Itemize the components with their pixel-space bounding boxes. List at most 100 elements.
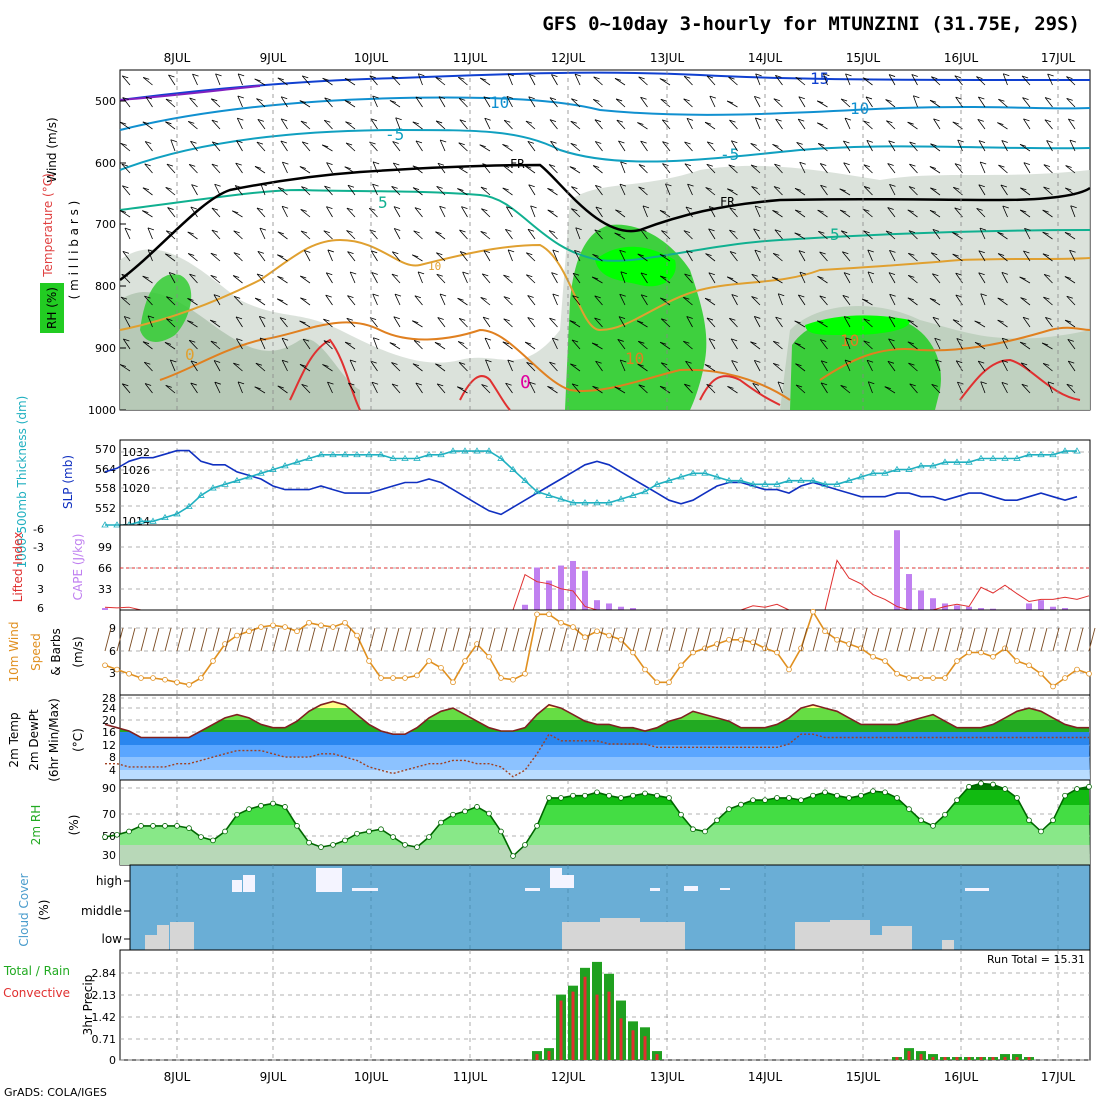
rh2m-marker-80 bbox=[1062, 792, 1068, 799]
cloud-high-block-9 bbox=[720, 888, 730, 890]
upper-barb-flag-23-9 bbox=[640, 272, 648, 276]
precip-conv-bar-41 bbox=[595, 994, 599, 1060]
upper-barb-flag-32-0 bbox=[845, 73, 852, 77]
upper-barb-21-8 bbox=[592, 254, 603, 262]
upper-barb-11-13 bbox=[370, 360, 378, 372]
upper-barb-flag-19-4 bbox=[548, 164, 556, 167]
wind10-barb-5 bbox=[164, 627, 172, 652]
thickness-marker-45 bbox=[641, 487, 649, 495]
upper-barb-flag-40-3 bbox=[1019, 143, 1027, 147]
upper-barb-flag-32-13 bbox=[844, 359, 852, 363]
upper-barb-flag-28-14 bbox=[752, 383, 759, 386]
upper-barb-8-1 bbox=[299, 100, 311, 108]
upper-barb-32-6 bbox=[839, 209, 851, 218]
rh2m-marker-66 bbox=[894, 795, 900, 801]
thickness-marker-17 bbox=[305, 454, 313, 461]
upper-barb-flag-36-12 bbox=[934, 337, 941, 341]
wind10-barb-72 bbox=[968, 627, 976, 652]
upper-barb-flag-33-11 bbox=[863, 318, 870, 322]
upper-barb-flag-19-8 bbox=[552, 249, 559, 253]
upper-barb-flag-20-12 bbox=[571, 339, 579, 343]
upper-barb-flag-14-2 bbox=[435, 120, 443, 124]
upper-barb-4-5 bbox=[214, 184, 221, 196]
upper-barb-37-14 bbox=[957, 381, 963, 394]
upper-barb-40-8 bbox=[1023, 250, 1031, 262]
upper-barb-1-14 bbox=[144, 383, 153, 394]
cape-tick-1: 66 bbox=[98, 562, 112, 575]
wind10-marker-22 bbox=[366, 658, 372, 664]
wind10-marker-20 bbox=[342, 619, 348, 626]
upper-barb-flag-8-1 bbox=[299, 100, 306, 104]
upper-barb-flag-20-14 bbox=[572, 383, 579, 387]
rh2m-marker-42 bbox=[606, 792, 612, 799]
upper-barb-21-12 bbox=[591, 342, 603, 350]
rh-legend-box bbox=[40, 283, 64, 333]
upper-barb-flag-29-0 bbox=[775, 74, 782, 78]
upper-barb-flag-42-4 bbox=[1065, 165, 1072, 168]
upper-barb-flag-0-11 bbox=[124, 316, 131, 319]
wind10-barb-56 bbox=[776, 627, 784, 652]
upper-barb-flag-1-4 bbox=[144, 163, 151, 167]
label-zero-b: 0 bbox=[520, 372, 531, 393]
rh2m-marker-3 bbox=[138, 823, 144, 829]
upper-barb-flag-16-9 bbox=[482, 273, 489, 277]
wind10-marker-33 bbox=[498, 675, 504, 681]
upper-barb-5-4 bbox=[235, 162, 243, 174]
wind10-marker-11 bbox=[234, 632, 240, 639]
upper-barb-flag-12-14 bbox=[391, 383, 399, 387]
upper-barb-26-2 bbox=[704, 121, 716, 130]
upper-barb-10-11 bbox=[346, 317, 356, 328]
t2m-tick-3: 16 bbox=[102, 726, 116, 739]
upper-barb-flag-39-11 bbox=[997, 319, 1004, 323]
upper-barb-flag-9-2 bbox=[324, 119, 331, 123]
upper-barb-37-3 bbox=[957, 139, 963, 152]
wind10-barb-40 bbox=[584, 627, 592, 652]
upper-barb-flag-37-5 bbox=[953, 186, 960, 190]
rh2m-marker-58 bbox=[798, 797, 804, 803]
rh2m-marker-43 bbox=[618, 795, 624, 801]
upper-barb-flag-1-7 bbox=[147, 227, 155, 231]
upper-barb-flag-11-14 bbox=[371, 381, 379, 385]
cape-bar-66 bbox=[894, 530, 900, 610]
upper-barb-flag-30-3 bbox=[796, 142, 803, 145]
upper-barb-flag-13-3 bbox=[415, 140, 423, 144]
precip-conv-bar-42 bbox=[607, 991, 611, 1060]
upper-barb-15-9 bbox=[462, 271, 468, 284]
thickness-marker-29 bbox=[449, 447, 457, 454]
upper-barb-flag-16-13 bbox=[485, 359, 492, 363]
upper-barb-flag-41-7 bbox=[1042, 231, 1049, 235]
upper-barb-flag-41-10 bbox=[1043, 296, 1050, 300]
upper-barb-flag-6-13 bbox=[255, 362, 263, 366]
upper-barb-flag-28-0 bbox=[755, 73, 762, 77]
upper-barb-flag-39-5 bbox=[1000, 184, 1008, 188]
upper-barb-flag-35-6 bbox=[907, 209, 914, 213]
rh2m-marker-63 bbox=[858, 792, 864, 799]
upper-barb-flag-26-6 bbox=[709, 206, 716, 209]
upper-barb-flag-6-2 bbox=[257, 118, 264, 122]
upper-barb-flag-21-12 bbox=[591, 342, 599, 346]
thickness-marker-48 bbox=[677, 473, 685, 480]
upper-barb-39-8 bbox=[997, 253, 1008, 262]
upper-barb-flag-2-7 bbox=[166, 230, 173, 234]
upper-barb-flag-1-11 bbox=[147, 315, 155, 319]
upper-barb-19-9 bbox=[551, 272, 558, 284]
upper-barb-16-7 bbox=[480, 231, 491, 240]
wind10-marker-38 bbox=[558, 619, 564, 626]
upper-barb-33-9 bbox=[867, 271, 873, 284]
upper-barb-flag-21-14 bbox=[592, 385, 599, 389]
upper-barb-flag-35-12 bbox=[907, 341, 915, 345]
upper-barb-1-9 bbox=[142, 275, 153, 284]
upper-barb-0-14 bbox=[121, 383, 131, 394]
upper-barb-7-4 bbox=[282, 161, 288, 174]
upper-barb-19-0 bbox=[551, 74, 558, 86]
upper-barb-flag-12-10 bbox=[394, 293, 402, 297]
upper-barb-24-6 bbox=[659, 210, 671, 218]
wind10-barb-36 bbox=[536, 627, 544, 652]
upper-barb-flag-1-6 bbox=[142, 210, 149, 214]
label-thickness: 1000-500mb Thickness (dm) bbox=[15, 396, 29, 569]
upper-barb-41-12 bbox=[1041, 342, 1053, 350]
upper-barb-flag-18-4 bbox=[525, 165, 532, 169]
upper-barb-flag-40-14 bbox=[1021, 383, 1028, 387]
slp-line bbox=[104, 449, 1078, 516]
upper-barb-flag-2-13 bbox=[170, 359, 177, 363]
